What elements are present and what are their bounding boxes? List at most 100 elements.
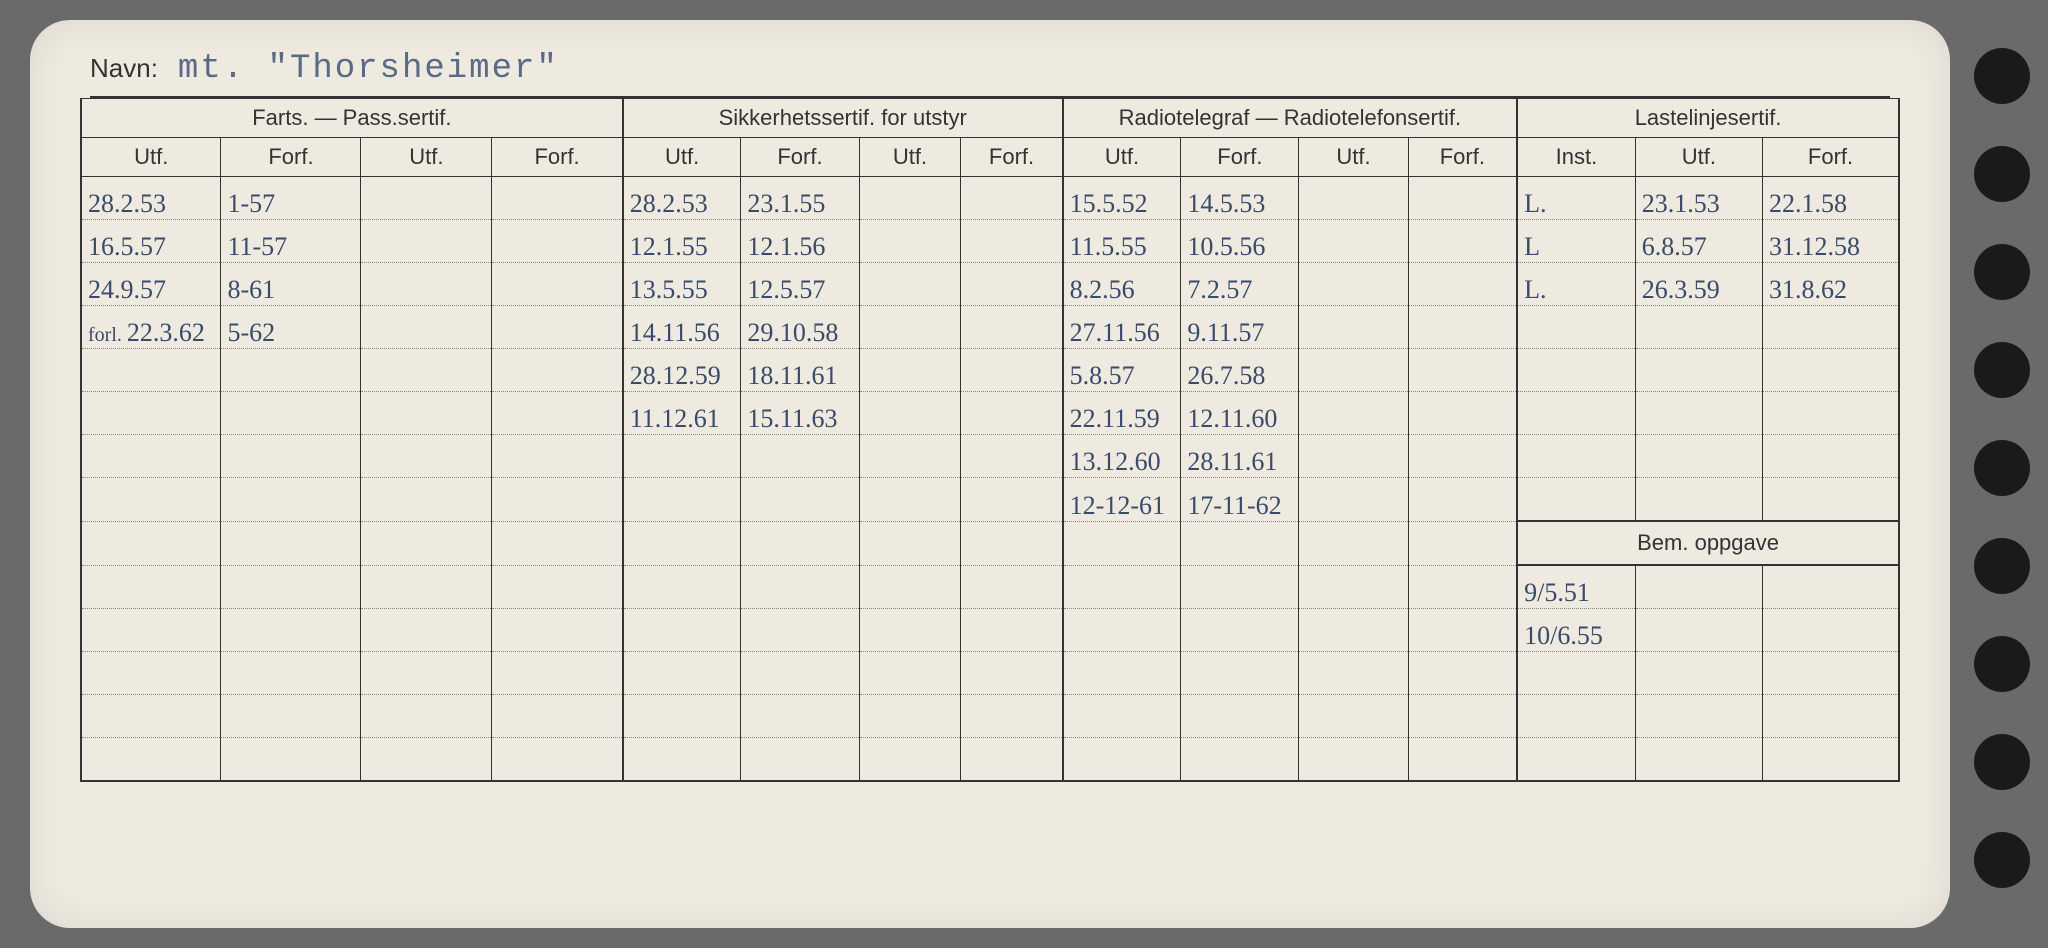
cell — [1181, 738, 1299, 782]
cell — [1517, 478, 1635, 522]
cell — [1063, 738, 1181, 782]
header-laste: Lastelinjesertif. — [1517, 99, 1899, 138]
cell: 11.12.61 — [623, 392, 741, 435]
cell — [1408, 652, 1517, 695]
cell — [1517, 349, 1635, 392]
cell — [1408, 609, 1517, 652]
cell — [1299, 652, 1408, 695]
cell — [859, 695, 961, 738]
cell: 12-12-61 — [1063, 478, 1181, 522]
cell — [1408, 435, 1517, 478]
cell — [859, 263, 961, 306]
cell — [1181, 521, 1299, 565]
cell: 23.1.55 — [741, 177, 859, 220]
cell — [1299, 177, 1408, 220]
cell — [1408, 565, 1517, 609]
cell — [1408, 306, 1517, 349]
cell: 10/6.55 — [1517, 609, 1635, 652]
cell — [1763, 435, 1899, 478]
cell — [361, 177, 492, 220]
cell — [961, 349, 1063, 392]
cell — [961, 609, 1063, 652]
cell — [961, 392, 1063, 435]
hole-icon — [1974, 832, 2030, 888]
cell: 22.11.59 — [1063, 392, 1181, 435]
sub-forf: Forf. — [1408, 138, 1517, 177]
cell: 22.1.58 — [1763, 177, 1899, 220]
cell — [623, 521, 741, 565]
cell — [221, 652, 361, 695]
cell — [492, 565, 623, 609]
cell — [1408, 521, 1517, 565]
table-row: 28.2.531-5728.2.5323.1.5515.5.5214.5.53L… — [81, 177, 1899, 220]
cell — [361, 478, 492, 522]
cell — [741, 565, 859, 609]
cell — [1299, 695, 1408, 738]
sub-utf: Utf. — [859, 138, 961, 177]
cell — [859, 392, 961, 435]
sub-forf: Forf. — [741, 138, 859, 177]
cell — [361, 695, 492, 738]
certificate-table: Farts. — Pass.sertif. Sikkerhetssertif. … — [80, 98, 1900, 782]
hole-icon — [1974, 440, 2030, 496]
hole-icon — [1974, 146, 2030, 202]
cell — [623, 652, 741, 695]
cell — [361, 263, 492, 306]
cell: 26.3.59 — [1635, 263, 1762, 306]
table-row — [81, 695, 1899, 738]
cell: 15.5.52 — [1063, 177, 1181, 220]
sub-forf: Forf. — [961, 138, 1063, 177]
table-row: 10/6.55 — [81, 609, 1899, 652]
sub-utf: Utf. — [1063, 138, 1181, 177]
cell: 5.8.57 — [1063, 349, 1181, 392]
cell — [1763, 565, 1899, 609]
cell — [1517, 392, 1635, 435]
cell — [361, 652, 492, 695]
cell: 8.2.56 — [1063, 263, 1181, 306]
cell — [859, 435, 961, 478]
cell — [1517, 738, 1635, 782]
cell — [1299, 609, 1408, 652]
cell — [1063, 565, 1181, 609]
table-row — [81, 652, 1899, 695]
cell — [1635, 652, 1762, 695]
cell — [361, 220, 492, 263]
hole-icon — [1974, 538, 2030, 594]
cell — [1635, 435, 1762, 478]
cell — [1408, 177, 1517, 220]
cell — [741, 609, 859, 652]
sub-utf: Utf. — [623, 138, 741, 177]
cell — [221, 738, 361, 782]
cell — [961, 478, 1063, 522]
cell — [1763, 478, 1899, 522]
cell — [1181, 695, 1299, 738]
cell — [492, 392, 623, 435]
cell: 15.11.63 — [741, 392, 859, 435]
cell — [1299, 220, 1408, 263]
cell — [961, 521, 1063, 565]
header-farts: Farts. — Pass.sertif. — [81, 99, 623, 138]
cell: 27.11.56 — [1063, 306, 1181, 349]
cell — [961, 652, 1063, 695]
cell — [1408, 478, 1517, 522]
cell: 31.12.58 — [1763, 220, 1899, 263]
cell — [1408, 392, 1517, 435]
cell: 12.5.57 — [741, 263, 859, 306]
cell — [1299, 521, 1408, 565]
cell — [1299, 565, 1408, 609]
cell — [859, 565, 961, 609]
table-row: 11.12.6115.11.6322.11.5912.11.60 — [81, 392, 1899, 435]
sub-utf: Utf. — [1635, 138, 1762, 177]
table-row: 12-12-6117-11-62 — [81, 478, 1899, 522]
sub-forf: Forf. — [221, 138, 361, 177]
cell: 11-57 — [221, 220, 361, 263]
record-card: Navn: mt. "Thorsheimer" Farts. — Pass.se… — [30, 20, 1950, 928]
cell: 28.11.61 — [1181, 435, 1299, 478]
cell — [1299, 392, 1408, 435]
cell — [623, 609, 741, 652]
cell — [961, 435, 1063, 478]
cell — [1517, 695, 1635, 738]
table-row: Bem. oppgave — [81, 521, 1899, 565]
cell — [859, 478, 961, 522]
table-body: 28.2.531-5728.2.5323.1.5515.5.5214.5.53L… — [81, 177, 1899, 782]
